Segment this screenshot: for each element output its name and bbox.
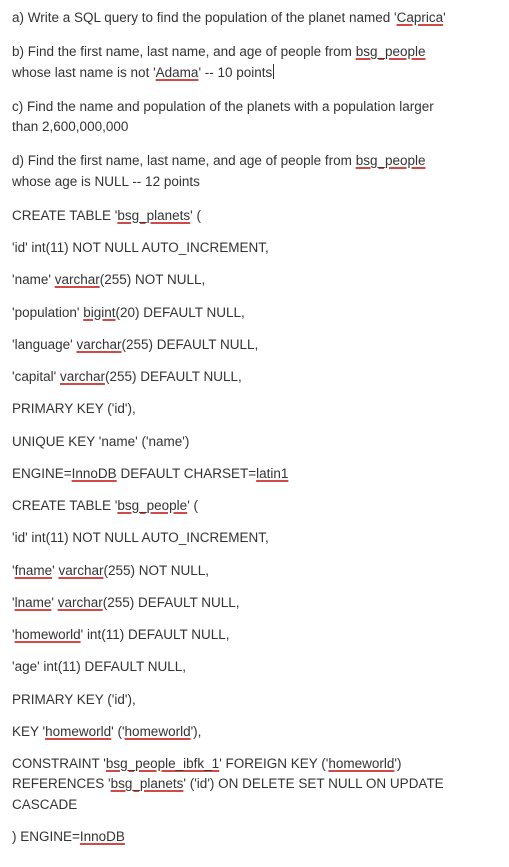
text: (255) NOT NULL, — [103, 563, 209, 578]
text: (255) DEFAULT NULL, — [105, 369, 242, 384]
text: ' ( — [190, 208, 201, 223]
underlined: bsg_people — [117, 498, 187, 513]
text: CREATE TABLE ' — [12, 498, 117, 513]
text: ' ('id') ON DELETE SET NULL ON UPDATE — [183, 776, 443, 791]
text: 'language' — [12, 337, 76, 352]
sql-line: PRIMARY KEY ('id'), — [12, 690, 497, 710]
text: 'id' int(11) NOT NULL AUTO_INCREMENT, — [12, 240, 269, 255]
text: whose last name is not ' — [12, 65, 156, 80]
text: '), — [191, 724, 202, 739]
text: (255) NOT NULL, — [100, 272, 206, 287]
text: ' (' — [111, 724, 124, 739]
underlined: varchar — [58, 595, 103, 610]
question-c: c) Find the name and population of the p… — [12, 97, 497, 138]
text: ENGINE= — [12, 466, 72, 481]
underlined-caprica: Caprica — [397, 10, 444, 25]
sql-line: PRIMARY KEY ('id'), — [12, 399, 497, 419]
sql-line: KEY 'homeworld' ('homeworld'), — [12, 722, 497, 742]
sql-line: 'age' int(11) DEFAULT NULL, — [12, 657, 497, 677]
sql-line: 'lname' varchar(255) DEFAULT NULL, — [12, 593, 497, 613]
underlined: bsg_people_ibfk_1 — [106, 756, 219, 771]
sql-line: UNIQUE KEY 'name' ('name') — [12, 432, 497, 452]
underlined: lname — [15, 595, 52, 610]
underlined: varchar — [76, 337, 121, 352]
text: CASCADE — [12, 797, 77, 812]
text: 'name' — [12, 272, 55, 287]
underlined-adama: Adama — [156, 65, 199, 80]
underlined: fname — [15, 563, 53, 578]
text: than 2,600,000,000 — [12, 119, 128, 134]
underlined: homeworld — [45, 724, 111, 739]
text: c) Find the name and population of the p… — [12, 99, 434, 114]
question-d: d) Find the first name, last name, and a… — [12, 151, 497, 192]
text-cursor — [273, 64, 274, 79]
text: ') — [394, 756, 401, 771]
text: KEY ' — [12, 724, 45, 739]
text: 'capital' — [12, 369, 60, 384]
sql-line: 'capital' varchar(255) DEFAULT NULL, — [12, 367, 497, 387]
underlined: varchar — [58, 563, 103, 578]
text: REFERENCES ' — [12, 776, 111, 791]
underlined: homeworld — [125, 724, 191, 739]
text: UNIQUE KEY 'name' ('name') — [12, 434, 189, 449]
text: PRIMARY KEY ('id'), — [12, 401, 136, 416]
underlined: homeworld — [15, 627, 81, 642]
underlined: InnoDB — [80, 829, 125, 844]
underlined: bigint — [83, 305, 115, 320]
text: b) Find the first name, last name, and a… — [12, 44, 356, 59]
text: (255) DEFAULT NULL, — [121, 337, 258, 352]
underlined: varchar — [55, 272, 100, 287]
underlined: bsg_planets — [111, 776, 184, 791]
text: 'population' — [12, 305, 83, 320]
underlined: homeworld — [328, 756, 394, 771]
text: CONSTRAINT ' — [12, 756, 106, 771]
sql-line: 'language' varchar(255) DEFAULT NULL, — [12, 335, 497, 355]
text: whose age is NULL -- 12 points — [12, 174, 200, 189]
text: CREATE TABLE ' — [12, 208, 117, 223]
text: ' — [443, 10, 446, 25]
underlined: InnoDB — [72, 466, 117, 481]
text: ' FOREIGN KEY (' — [219, 756, 328, 771]
text: 'age' int(11) DEFAULT NULL, — [12, 659, 186, 674]
text: ' int(11) DEFAULT NULL, — [81, 627, 230, 642]
question-a: a) Write a SQL query to find the populat… — [12, 8, 497, 28]
sql-line: 'population' bigint(20) DEFAULT NULL, — [12, 303, 497, 323]
text: DEFAULT CHARSET= — [117, 466, 256, 481]
sql-line: 'id' int(11) NOT NULL AUTO_INCREMENT, — [12, 238, 497, 258]
text: a) Write a SQL query to find the populat… — [12, 10, 397, 25]
text: d) Find the first name, last name, and a… — [12, 153, 356, 168]
underlined-bsg-people: bsg_people — [356, 153, 426, 168]
text: PRIMARY KEY ('id'), — [12, 692, 136, 707]
text: (20) DEFAULT NULL, — [116, 305, 245, 320]
text: 'id' int(11) NOT NULL AUTO_INCREMENT, — [12, 530, 269, 545]
sql-line: CONSTRAINT 'bsg_people_ibfk_1' FOREIGN K… — [12, 754, 497, 815]
text: ) ENGINE= — [12, 829, 80, 844]
sql-line: 'id' int(11) NOT NULL AUTO_INCREMENT, — [12, 528, 497, 548]
sql-create-people: CREATE TABLE 'bsg_people' ( — [12, 496, 497, 516]
underlined: latin1 — [256, 466, 288, 481]
sql-line: ) ENGINE=InnoDB — [12, 827, 497, 847]
underlined: varchar — [60, 369, 105, 384]
underlined: bsg_planets — [117, 208, 190, 223]
text: ' ( — [187, 498, 198, 513]
text: ' -- 10 points — [198, 65, 272, 80]
question-b: b) Find the first name, last name, and a… — [12, 42, 497, 83]
underlined-bsg-people: bsg_people — [356, 44, 426, 59]
sql-create-planets: CREATE TABLE 'bsg_planets' ( — [12, 206, 497, 226]
sql-line: ENGINE=InnoDB DEFAULT CHARSET=latin1 — [12, 464, 497, 484]
sql-line: 'homeworld' int(11) DEFAULT NULL, — [12, 625, 497, 645]
sql-line: 'fname' varchar(255) NOT NULL, — [12, 561, 497, 581]
sql-line: 'name' varchar(255) NOT NULL, — [12, 270, 497, 290]
text: (255) DEFAULT NULL, — [103, 595, 240, 610]
